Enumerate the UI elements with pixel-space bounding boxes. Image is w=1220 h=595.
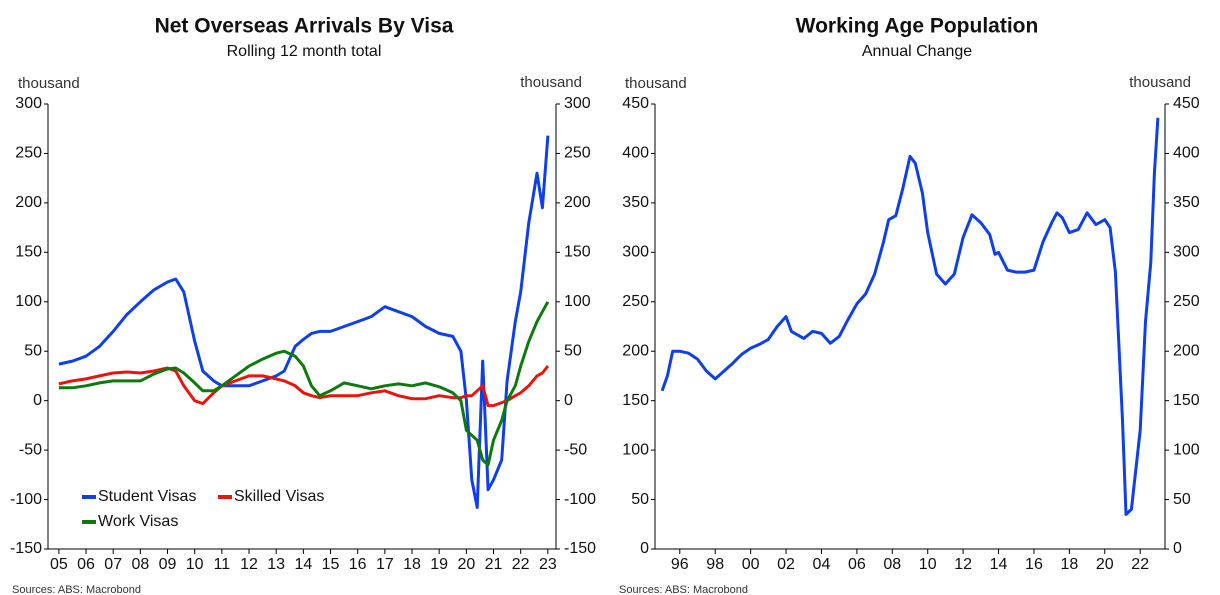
x-tick-label: 08: [131, 556, 149, 573]
y-tick-label: 350: [622, 194, 649, 211]
y-tick-label: 100: [622, 441, 649, 458]
y-tick-label: 150: [15, 244, 42, 261]
axis-frame: [47, 104, 557, 550]
legend-label: Student Visas: [98, 488, 196, 505]
legend-label: Skilled Visas: [234, 488, 324, 505]
y2-tick-label: 100: [1173, 441, 1200, 458]
y-tick-label: 50: [24, 342, 42, 359]
y-tick-label: 300: [15, 95, 42, 112]
series-line: [58, 301, 550, 467]
x-tick-label: 06: [848, 556, 866, 573]
x-tick-label: 16: [349, 556, 367, 573]
y-tick-label: 50: [631, 491, 649, 508]
y2-tick-label: 200: [1173, 342, 1200, 359]
x-tick-label: 18: [403, 556, 421, 573]
y2-tick-label: 400: [1173, 145, 1200, 162]
y2-tick-label: 300: [564, 95, 591, 112]
y2-tick-label: 150: [1173, 392, 1200, 409]
series-line: [58, 365, 550, 408]
x-tick-label: 13: [267, 556, 285, 573]
axis-frame: [654, 104, 1166, 550]
x-tick-label: 00: [742, 556, 760, 573]
y-tick-label: 250: [15, 145, 42, 162]
x-tick-label: 02: [777, 556, 795, 573]
x-tick-label: 98: [706, 556, 724, 573]
x-tick-label: 04: [813, 556, 831, 573]
x-tick-label: 22: [512, 556, 530, 573]
y2-tick-label: 50: [1173, 491, 1191, 508]
chart-subtitle: Rolling 12 month total: [227, 43, 382, 60]
x-tick-label: 10: [919, 556, 937, 573]
y2-tick-label: 0: [1173, 540, 1182, 557]
x-tick-label: 14: [294, 556, 312, 573]
y-tick-label: 200: [622, 342, 649, 359]
x-tick-label: 07: [104, 556, 122, 573]
x-tick-label: 14: [990, 556, 1008, 573]
x-tick-label: 11: [214, 556, 231, 573]
x-tick-label: 96: [671, 556, 689, 573]
y2-tick-label: -150: [564, 540, 596, 557]
y-tick-label: 100: [15, 293, 42, 310]
x-tick-label: 18: [1060, 556, 1078, 573]
x-tick-label: 20: [1096, 556, 1114, 573]
y2-axis-unit: thousand: [520, 74, 582, 91]
y2-tick-label: 450: [1173, 95, 1200, 112]
y2-tick-label: 100: [564, 293, 591, 310]
y-tick-label: 300: [622, 244, 649, 261]
y2-tick-label: -100: [564, 491, 596, 508]
x-tick-label: 15: [322, 556, 340, 573]
y-tick-label: 200: [15, 194, 42, 211]
chart-title: Working Age Population: [796, 15, 1039, 38]
y-tick-label: -150: [10, 540, 42, 557]
series-line: [58, 135, 550, 509]
y-tick-label: -50: [19, 441, 42, 458]
y-tick-label: 150: [622, 392, 649, 409]
y2-tick-label: 0: [564, 392, 573, 409]
y2-tick-label: -50: [564, 441, 587, 458]
y-tick-label: 250: [622, 293, 649, 310]
x-tick-label: 12: [954, 556, 972, 573]
y2-tick-label: 50: [564, 342, 582, 359]
x-tick-label: 09: [159, 556, 177, 573]
source-note: Sources: ABS: Macrobond: [12, 584, 141, 595]
y-tick-label: 0: [33, 392, 42, 409]
y-tick-label: 400: [622, 145, 649, 162]
source-note: Sources: ABS: Macrobond: [619, 584, 748, 595]
x-tick-label: 08: [883, 556, 901, 573]
y2-tick-label: 250: [1173, 293, 1200, 310]
y-tick-label: 450: [622, 95, 649, 112]
x-tick-label: 19: [430, 556, 448, 573]
y-tick-label: -100: [10, 491, 42, 508]
x-tick-label: 22: [1131, 556, 1149, 573]
y2-axis-unit: thousand: [1129, 74, 1191, 91]
x-tick-label: 16: [1025, 556, 1043, 573]
series-line: [660, 117, 1160, 516]
x-tick-label: 20: [457, 556, 475, 573]
y2-tick-label: 300: [1173, 244, 1200, 261]
y-axis-unit: thousand: [18, 75, 80, 92]
y2-tick-label: 350: [1173, 194, 1200, 211]
y2-tick-label: 200: [564, 194, 591, 211]
y-axis-unit: thousand: [625, 75, 687, 92]
chart-subtitle: Annual Change: [862, 43, 972, 60]
chart-title: Net Overseas Arrivals By Visa: [155, 15, 454, 38]
y-tick-label: 0: [640, 540, 649, 557]
x-tick-label: 17: [376, 556, 394, 573]
x-tick-label: 12: [240, 556, 258, 573]
legend-label: Work Visas: [98, 513, 178, 530]
x-tick-label: 10: [186, 556, 204, 573]
x-tick-label: 06: [77, 556, 95, 573]
y2-tick-label: 250: [564, 145, 591, 162]
x-tick-label: 21: [485, 556, 503, 573]
x-tick-label: 05: [50, 556, 68, 573]
y2-tick-label: 150: [564, 244, 591, 261]
x-tick-label: 23: [539, 556, 557, 573]
